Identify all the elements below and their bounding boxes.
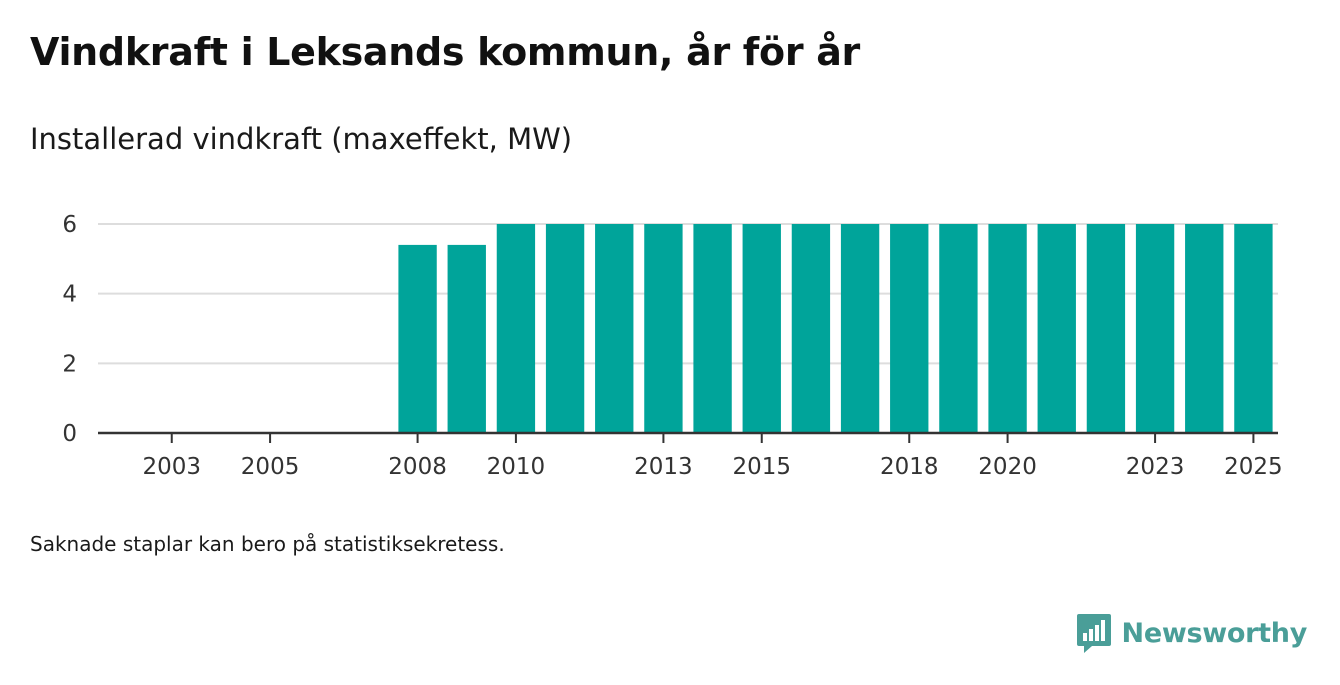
x-tick-label: 2013 (634, 454, 693, 480)
x-tick-label: 2015 (732, 454, 791, 480)
footnote: Saknade staplar kan bero på statistiksek… (30, 532, 505, 556)
bar-2011 (545, 224, 585, 433)
bar-2017 (840, 224, 880, 433)
bar-2021 (1037, 224, 1076, 433)
newsworthy-logo-icon (1076, 614, 1111, 653)
x-tick-label: 2005 (241, 454, 300, 480)
gridlines (98, 223, 1278, 365)
x-tick-label: 2023 (1126, 454, 1185, 480)
y-tick-label: 4 (62, 282, 77, 308)
y-axis-ticks: 0 2 4 6 (62, 212, 77, 447)
x-tick-label: 2018 (880, 454, 939, 480)
bar-2013 (644, 224, 683, 433)
chart-subtitle: Installerad vindkraft (maxeffekt, MW) (30, 122, 573, 156)
bar-chart: 0 2 4 6 2003 2005 2008 2010 2013 2015 2018 2020 202… (62, 212, 1283, 480)
bar-2025 (1234, 224, 1273, 433)
x-tick-label: 2010 (487, 454, 546, 480)
x-axis-ticks: 2003 2005 2008 2010 2013 2015 2018 2020 2023 2025 (142, 433, 1283, 480)
bar-2019 (939, 224, 978, 433)
bar-2012 (595, 224, 634, 433)
bar-2008 (398, 244, 437, 433)
y-tick-label: 6 (62, 212, 77, 238)
bar-2024 (1185, 224, 1224, 433)
brand-name: Newsworthy (1121, 617, 1308, 649)
bar-2020 (988, 224, 1027, 433)
bar-2016 (791, 224, 831, 433)
bar-2010 (496, 224, 536, 433)
x-tick-label: 2025 (1224, 454, 1283, 480)
bars (398, 224, 1273, 433)
bar-2015 (742, 224, 781, 433)
brand-logo[interactable]: Newsworthy (1076, 612, 1307, 654)
x-tick-label: 2020 (978, 454, 1037, 480)
y-tick-label: 2 (62, 351, 77, 377)
bar-2014 (693, 224, 732, 433)
y-tick-label: 0 (62, 421, 77, 447)
x-tick-label: 2008 (388, 454, 447, 480)
bar-2022 (1086, 224, 1126, 433)
bar-2018 (890, 224, 929, 433)
chart-title: Vindkraft i Leksands kommun, år för år (30, 30, 860, 74)
bar-2023 (1135, 224, 1175, 433)
x-tick-label: 2003 (142, 454, 201, 480)
bar-2009 (447, 244, 486, 433)
